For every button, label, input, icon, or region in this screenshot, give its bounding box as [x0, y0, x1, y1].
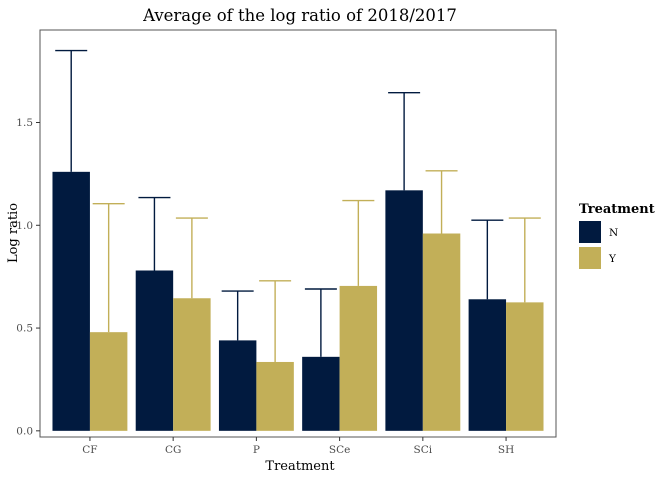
y-axis-label: Log ratio	[6, 203, 21, 263]
x-tick-label-p: P	[253, 444, 260, 456]
errorbar-sce-y	[342, 199, 375, 286]
legend-label-y: Y	[608, 253, 617, 265]
x-tick-label-sh: SH	[498, 444, 514, 456]
errorbar-sci-n	[388, 91, 421, 191]
errorbar-sce-n	[304, 288, 337, 357]
y-tick-label: 1.5	[16, 117, 33, 129]
y-tick-label: 0.0	[16, 425, 33, 437]
errorbar-sh-n	[471, 219, 504, 300]
legend: Treatment NY	[579, 202, 655, 269]
errorbar-sh-y	[508, 217, 541, 303]
errorbar-sci-y	[425, 170, 458, 234]
legend-title: Treatment	[579, 202, 655, 217]
y-axis: 0.0 0.5 1.0 1.5	[16, 117, 40, 437]
errorbar-cf-y	[92, 202, 125, 333]
bar-cf-y	[89, 332, 128, 431]
errorbar-p-n	[221, 290, 254, 341]
errorbar-p-y	[259, 280, 292, 362]
legend-items: NY	[579, 221, 618, 269]
x-tick-label-sci: SCi	[414, 444, 433, 456]
errorbar-cf-n	[55, 49, 88, 172]
legend-label-n: N	[609, 227, 618, 239]
bar-sce-y	[339, 285, 378, 431]
y-tick-label: 0.5	[16, 323, 33, 335]
legend-swatch-n	[579, 221, 601, 243]
bar-sci-y	[422, 233, 461, 431]
chart-title: Average of the log ratio of 2018/2017	[142, 6, 457, 25]
x-tick-label-sce: SCe	[329, 444, 350, 456]
bar-sh-y	[506, 302, 544, 431]
legend-swatch-y	[579, 247, 601, 269]
bar-sh-n	[468, 299, 507, 431]
bar-cg-n	[135, 270, 174, 431]
bars-layer	[52, 171, 544, 431]
bar-sci-n	[385, 190, 423, 431]
errorbar-cg-n	[138, 196, 171, 271]
bar-p-y	[256, 361, 294, 431]
y-tick-label: 1.0	[16, 220, 33, 232]
bar-cf-n	[52, 171, 90, 431]
x-tick-label-cg: CG	[165, 444, 181, 456]
x-axis: CF CG P SCe SCi SH	[82, 437, 514, 456]
bar-sce-n	[302, 356, 340, 431]
x-tick-label-cf: CF	[82, 444, 97, 456]
bar-p-n	[218, 340, 257, 431]
errorbar-cg-y	[175, 217, 208, 299]
bar-cg-y	[173, 298, 211, 431]
x-axis-label: Treatment	[265, 459, 335, 474]
errorbars-layer	[55, 49, 541, 362]
